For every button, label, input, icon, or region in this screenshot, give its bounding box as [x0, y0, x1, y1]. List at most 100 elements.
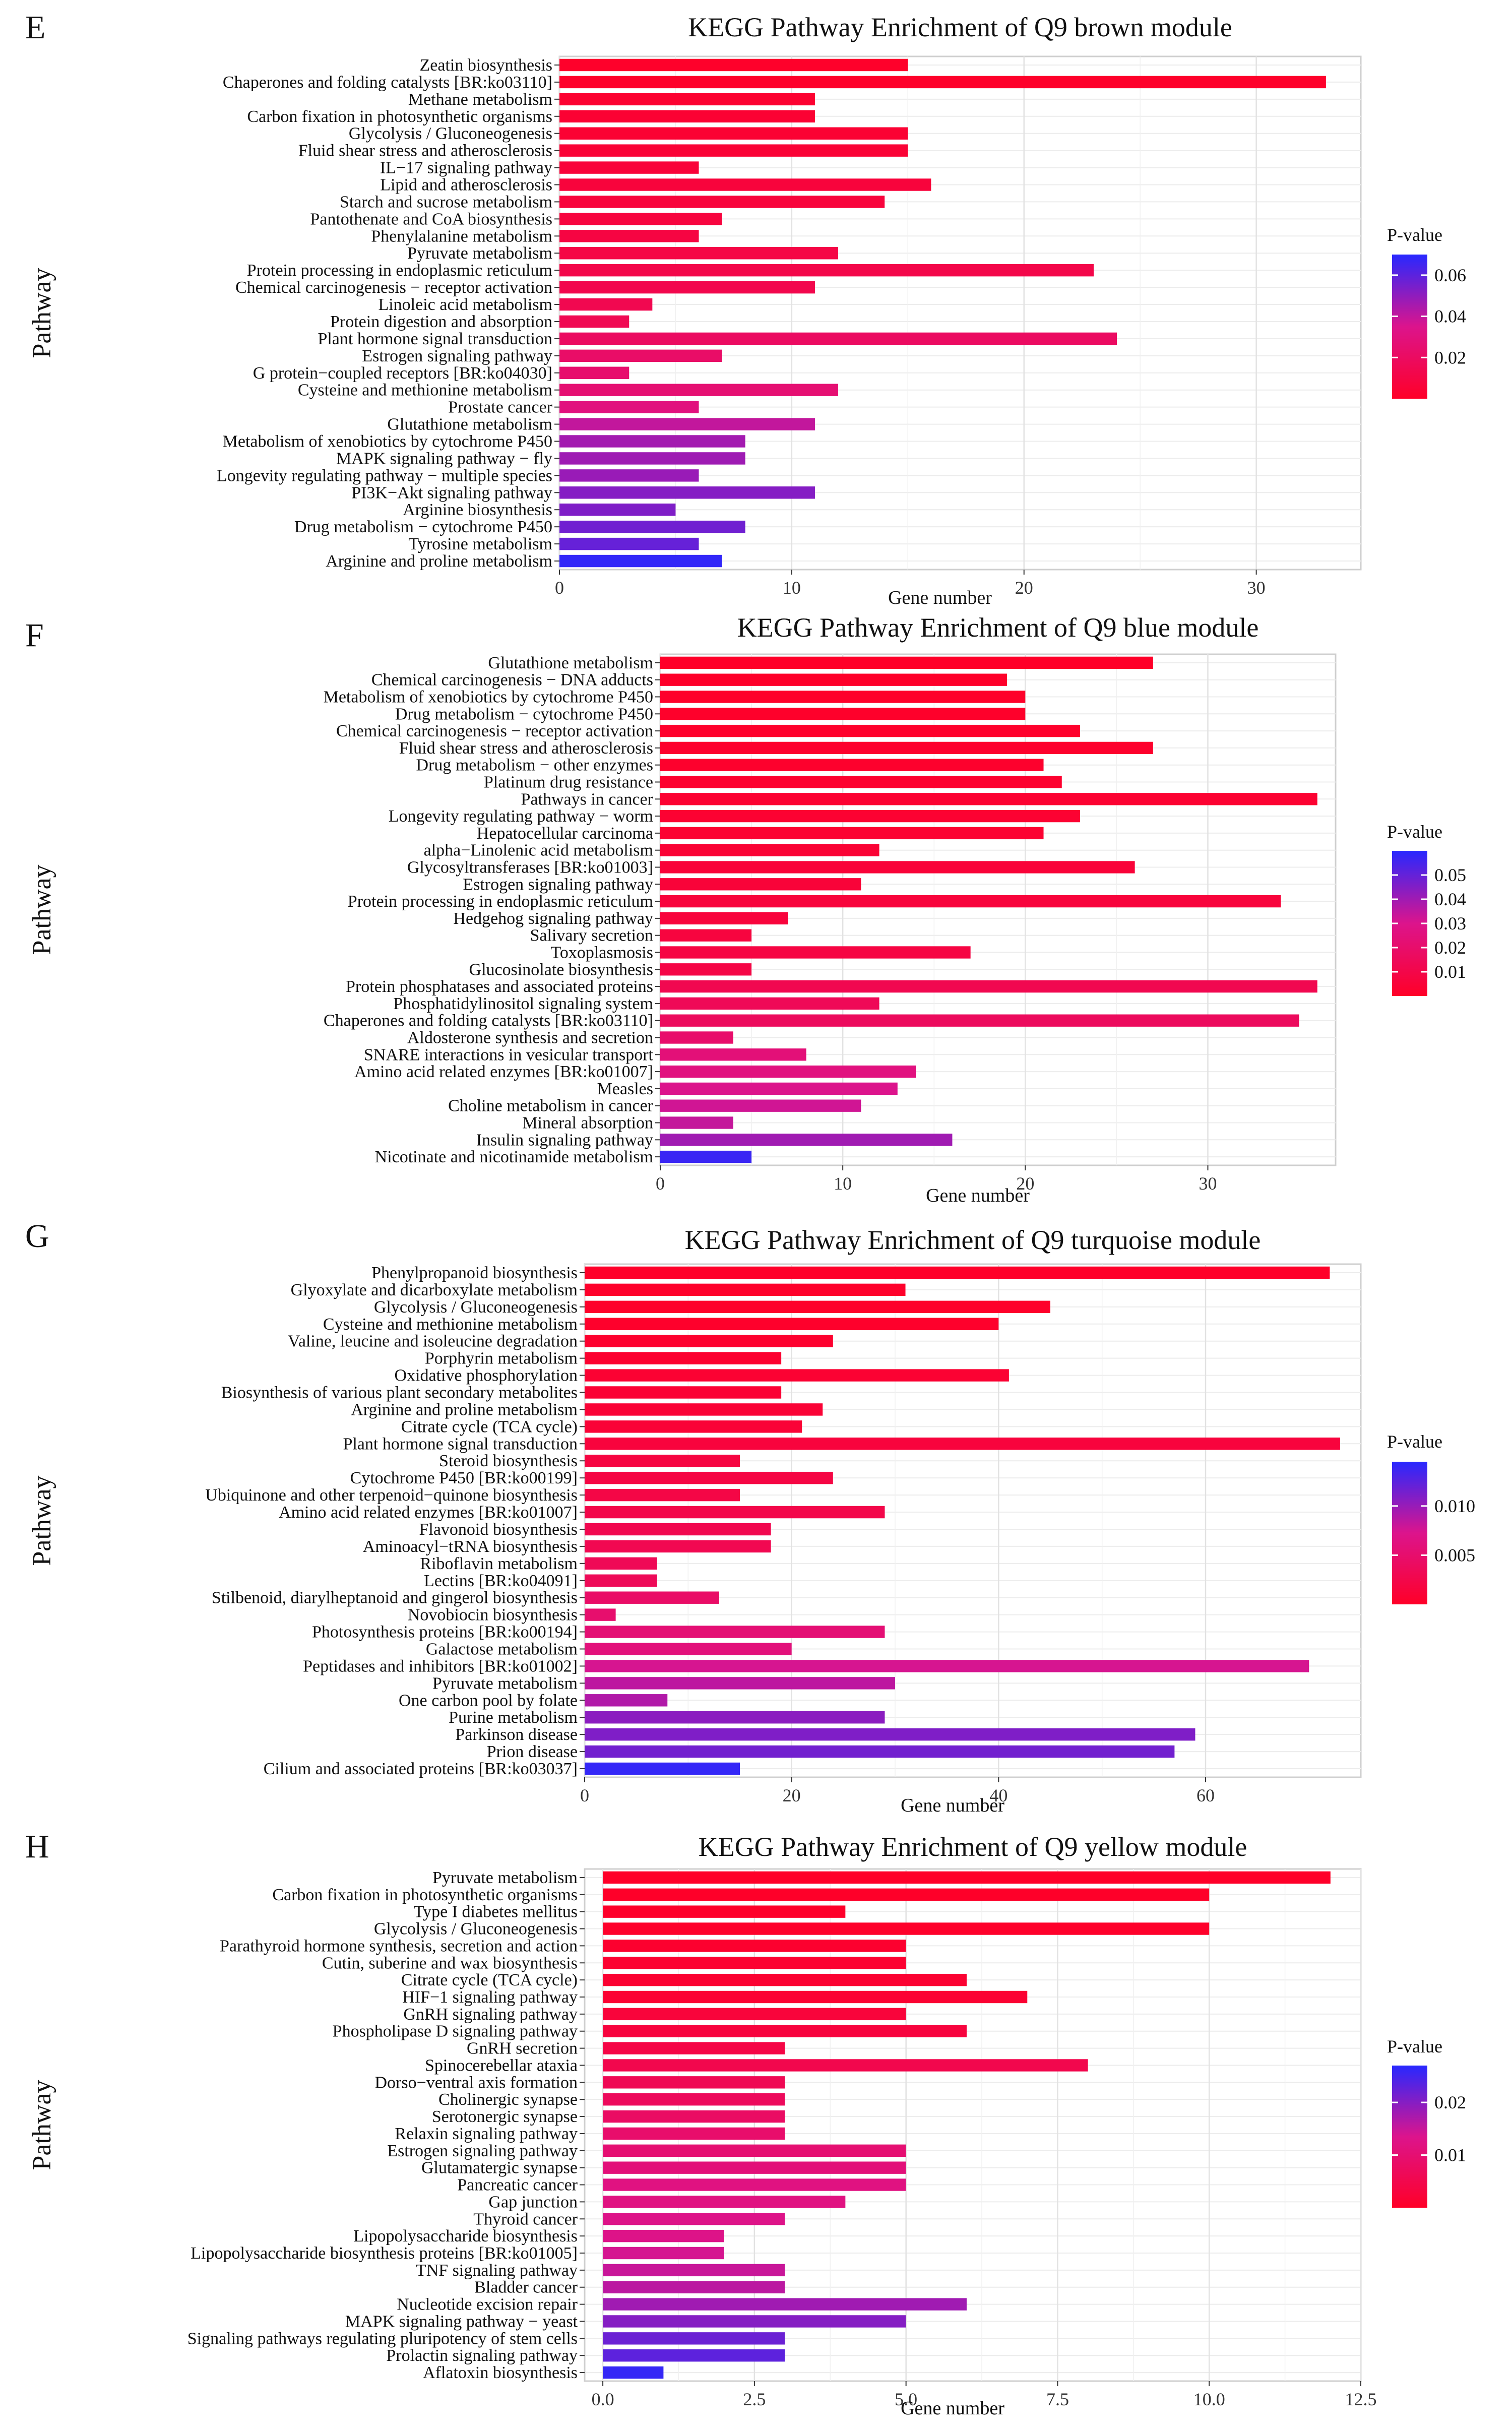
- x-tick-label: 5.0: [895, 2389, 917, 2409]
- legend-colorbar: [1392, 2066, 1427, 2208]
- bar: [660, 844, 879, 856]
- bar: [559, 178, 931, 191]
- category-label: Parkinson disease: [455, 1725, 578, 1744]
- category-label: Aminoacyl−tRNA biosynthesis: [363, 1537, 578, 1556]
- bar: [660, 963, 752, 976]
- legend-tick-label: 0.02: [1434, 938, 1466, 958]
- category-label: Phenylpropanoid biosynthesis: [371, 1264, 578, 1282]
- bar: [585, 1266, 1330, 1279]
- x-tick-label: 20: [1015, 578, 1033, 598]
- category-label: Valine, leucine and isoleucine degradati…: [288, 1332, 578, 1351]
- bar: [603, 2366, 664, 2379]
- category-label: Cysteine and methionine metabolism: [323, 1315, 578, 1334]
- bar: [585, 1728, 1195, 1741]
- category-label: Carbon fixation in photosynthetic organi…: [272, 1886, 578, 1904]
- category-label: Fluid shear stress and atherosclerosis: [298, 142, 552, 160]
- bar: [559, 110, 815, 122]
- category-label: Plant hormone signal transduction: [318, 330, 552, 348]
- category-label: Lipopolysaccharide biosynthesis proteins…: [191, 2244, 578, 2263]
- bar: [660, 776, 1062, 788]
- bar: [603, 1905, 846, 1918]
- bar: [603, 1871, 1331, 1884]
- y-axis-title: Pathway: [28, 2080, 56, 2170]
- bar: [603, 2196, 846, 2208]
- bar: [603, 2144, 906, 2157]
- bar: [559, 418, 815, 430]
- bar: [559, 520, 745, 533]
- category-label: Pyruvate metabolism: [407, 244, 552, 263]
- category-label: Protein processing in endoplasmic reticu…: [348, 892, 653, 911]
- category-label: Metabolism of xenobiotics by cytochrome …: [223, 432, 552, 451]
- bar: [585, 1574, 657, 1587]
- bar: [660, 809, 1080, 823]
- legend-tick-label: 0.04: [1434, 889, 1466, 909]
- plot-area: [584, 1263, 1362, 1778]
- bar: [585, 1318, 999, 1330]
- category-label: Glutamatergic synapse: [421, 2159, 578, 2177]
- legend: P-value 0.01 0.02: [1387, 2036, 1466, 2208]
- category-label: Thyroid cancer: [473, 2210, 578, 2228]
- bar: [603, 1990, 1028, 2004]
- bar: [559, 537, 699, 550]
- category-label: Nicotinate and nicotinamide metabolism: [375, 1148, 653, 1166]
- category-label: Salivary secretion: [530, 926, 653, 945]
- bar: [585, 1455, 740, 1467]
- category-label: Signaling pathways regulating pluripoten…: [187, 2329, 578, 2348]
- panel-letter: H: [25, 1828, 49, 1865]
- category-label: Prolactin signaling pathway: [386, 2346, 578, 2365]
- category-label: Chemical carcinogenesis − receptor activ…: [235, 278, 552, 297]
- legend-tick-label: 0.010: [1434, 1496, 1475, 1516]
- x-tick-label: 40: [989, 1785, 1007, 1805]
- category-label: Longevity regulating pathway − multiple …: [217, 466, 552, 485]
- category-label: Photosynthesis proteins [BR:ko00194]: [312, 1623, 578, 1642]
- panel-h: H KEGG Pathway Enrichment of Q9 yellow mo…: [25, 1828, 1466, 2419]
- bar: [559, 349, 722, 362]
- bar: [559, 213, 722, 225]
- bar: [603, 1888, 1210, 1901]
- category-label: Tyrosine metabolism: [408, 535, 552, 553]
- bar: [603, 2281, 785, 2293]
- legend: P-value 0.01 0.02 0.03 0.04 0.05: [1387, 822, 1466, 996]
- y-axis-title: Pathway: [28, 864, 56, 955]
- category-label: Pantothenate and CoA biosynthesis: [310, 210, 552, 228]
- bar: [559, 281, 815, 294]
- category-label: Serotonergic synapse: [432, 2107, 578, 2126]
- category-label: Cilium and associated proteins [BR:ko030…: [264, 1760, 578, 1778]
- bar: [585, 1660, 1309, 1672]
- bar: [660, 946, 971, 959]
- category-label: Arginine biosynthesis: [403, 501, 552, 519]
- category-label: Peptidases and inhibitors [BR:ko01002]: [303, 1657, 578, 1675]
- bar: [559, 504, 676, 516]
- category-label: Dorso−ventral axis formation: [374, 2073, 578, 2092]
- category-label: Flavonoid biosynthesis: [419, 1520, 578, 1539]
- bar: [559, 384, 839, 396]
- bar: [603, 2025, 967, 2037]
- bar: [585, 1626, 885, 1638]
- bar: [585, 1386, 782, 1399]
- category-label: Drug metabolism − other enzymes: [416, 756, 653, 775]
- y-axis-title: Pathway: [28, 268, 56, 358]
- bar: [660, 827, 1044, 840]
- bar: [585, 1591, 719, 1604]
- category-label: Cutin, suberine and wax biosynthesis: [322, 1954, 578, 1972]
- category-label: Hedgehog signaling pathway: [453, 909, 653, 928]
- bar: [585, 1523, 771, 1536]
- bar: [603, 2315, 906, 2328]
- bar: [585, 1711, 885, 1724]
- panel-letter: E: [25, 9, 45, 46]
- bar: [603, 2229, 724, 2242]
- category-label: Arginine and proline metabolism: [351, 1400, 578, 1419]
- bar: [603, 2042, 785, 2054]
- category-label: Glycosyltransferases [BR:ko01003]: [407, 858, 653, 877]
- category-label: Lipid and atherosclerosis: [380, 176, 552, 195]
- bar: [559, 264, 1094, 277]
- category-label: Amino acid related enzymes [BR:ko01007]: [279, 1503, 578, 1522]
- legend-colorbar: [1392, 1462, 1427, 1604]
- category-label: Linoleic acid metabolism: [378, 295, 552, 314]
- x-tick-label: 20: [783, 1785, 801, 1805]
- category-label: Choline metabolism in cancer: [448, 1097, 654, 1115]
- x-tick-label: 30: [1199, 1173, 1217, 1194]
- category-label: Porphyrin metabolism: [425, 1349, 578, 1368]
- category-label: Glutathione metabolism: [387, 415, 552, 434]
- bar: [585, 1369, 1009, 1382]
